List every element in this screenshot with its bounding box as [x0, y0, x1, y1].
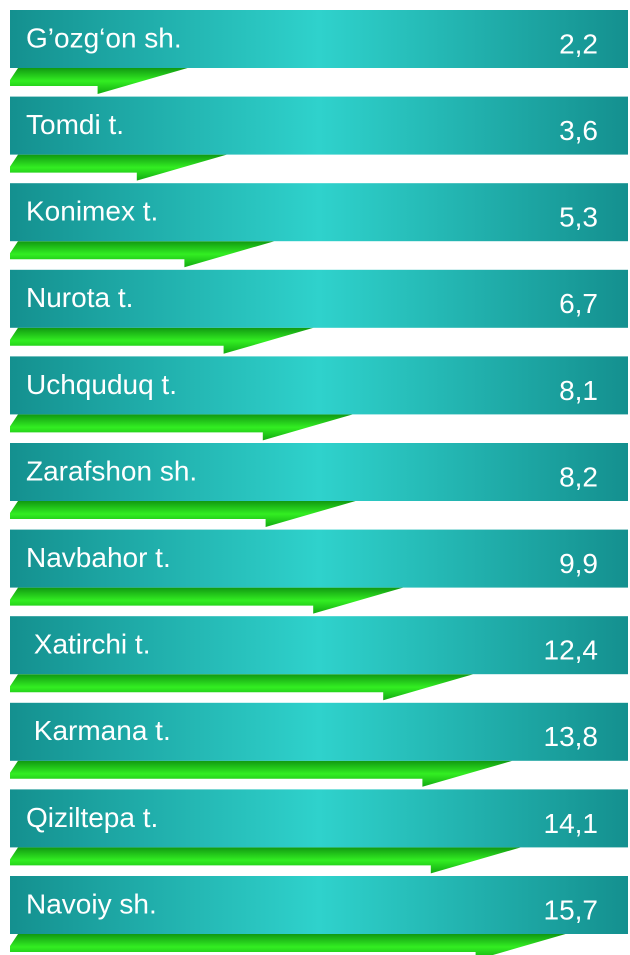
- category-label: Navoiy sh.: [26, 888, 157, 919]
- category-label: Zarafshon sh.: [26, 455, 197, 486]
- category-label: Konimex t.: [26, 196, 158, 227]
- value-label: 2,2: [559, 28, 598, 59]
- bar: [10, 327, 314, 354]
- banner: [10, 356, 628, 415]
- value-label: 8,1: [559, 375, 598, 406]
- category-label: Navbahor t.: [26, 542, 171, 573]
- bar: [10, 501, 356, 527]
- bar: [10, 587, 404, 614]
- value-label: 6,7: [559, 288, 598, 319]
- banner: [10, 789, 628, 848]
- category-label: Karmana t.: [26, 715, 171, 746]
- category-label: Uchquduq t.: [26, 369, 177, 400]
- bar: [10, 68, 188, 94]
- banner: [10, 529, 628, 588]
- bar: [10, 934, 566, 955]
- value-label: 14,1: [544, 808, 599, 839]
- value-label: 15,7: [544, 894, 599, 925]
- value-label: 3,6: [559, 115, 598, 146]
- bar: [10, 241, 275, 268]
- value-label: 8,2: [559, 461, 598, 492]
- banner: [10, 876, 628, 934]
- banner: [10, 96, 628, 155]
- banner: [10, 269, 628, 328]
- bar: [10, 674, 474, 701]
- banner: [10, 10, 628, 68]
- bar: [10, 154, 227, 181]
- value-label: 9,9: [559, 548, 598, 579]
- category-label: Tomdi t.: [26, 109, 124, 140]
- category-label: Nurota t.: [26, 282, 133, 313]
- category-label: Xatirchi t.: [26, 629, 150, 660]
- value-label: 5,3: [559, 202, 598, 233]
- category-label: G’ozg‘on sh.: [26, 22, 182, 53]
- banner: [10, 702, 628, 761]
- bar: [10, 414, 353, 441]
- bar: [10, 760, 513, 787]
- value-label: 12,4: [544, 635, 599, 666]
- banner: [10, 443, 628, 501]
- banner: [10, 616, 628, 675]
- bar: [10, 847, 521, 874]
- banner: [10, 183, 628, 242]
- category-label: Qiziltepa t.: [26, 802, 158, 833]
- value-label: 13,8: [544, 721, 599, 752]
